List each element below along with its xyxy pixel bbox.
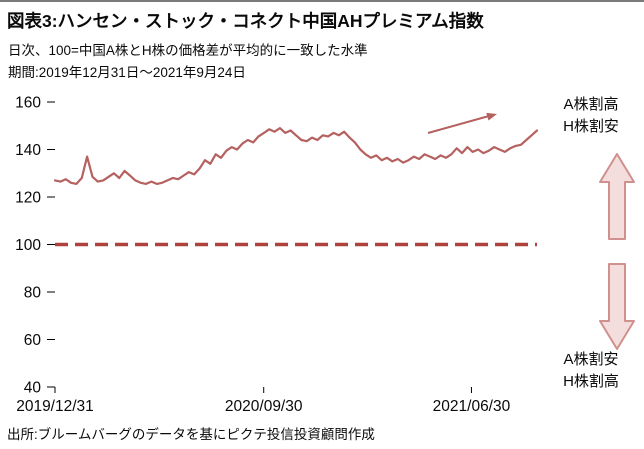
y-axis-tick-label: 60 [24, 332, 42, 349]
down-block-arrow-shape [599, 263, 635, 350]
label-group-top-right: A株割高 H株割安 [540, 94, 642, 138]
y-axis-tick-label: 80 [24, 285, 42, 302]
up-block-arrow-shape [599, 153, 635, 240]
trend-arrow-line [427, 115, 490, 134]
chart-period: 期間:2019年12月31日〜2021年9月24日 [8, 65, 246, 80]
y-axis-tick-label: 100 [15, 237, 41, 254]
x-axis-tick-label: 2020/09/30 [225, 398, 303, 415]
label-h-share-expensive: H株割高 [563, 373, 619, 390]
x-axis-tick-label: 2021/06/30 [433, 398, 511, 415]
down-block-arrow-icon [599, 263, 635, 350]
chart-title: 図表3:ハンセン・ストック・コネクト中国AHプレミアム指数 [7, 11, 484, 31]
label-group-bottom-right: A株割安 H株割高 [540, 349, 642, 393]
y-axis-tick-label: 140 [15, 142, 41, 159]
trend-arrow-head [486, 112, 497, 121]
label-a-share-cheap: A株割安 [563, 351, 619, 368]
y-axis-tick-label: 40 [24, 380, 42, 397]
y-axis-tick-label: 120 [15, 190, 41, 207]
x-axis-tick-label: 2019/12/31 [16, 398, 94, 415]
label-h-share-cheap: H株割安 [563, 118, 619, 135]
source-note: 出所:ブルームバーグのデータを基にピクテ投信投資顧問作成 [7, 427, 375, 442]
up-block-arrow-icon [599, 153, 635, 240]
label-a-share-expensive: A株割高 [563, 96, 619, 113]
y-axis-tick-label: 160 [15, 95, 41, 112]
premium-index-line [53, 126, 539, 185]
chart-subtitle: 日次、100=中国A株とH株の価格差が平均的に一致した水準 [8, 43, 368, 58]
